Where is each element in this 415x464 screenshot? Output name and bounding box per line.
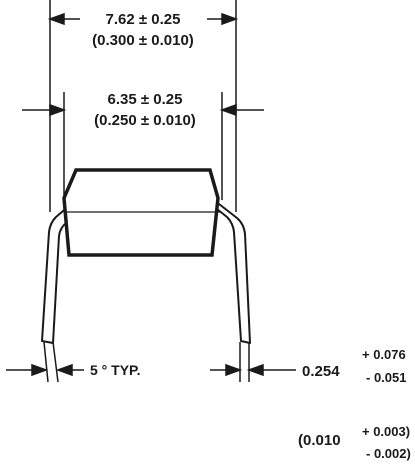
package-body [62,168,220,257]
lead-angle-arrowhead-right [55,363,73,377]
extension-line-angle-left-b [52,341,59,383]
package-leads [41,203,251,344]
body-width-arrowhead-right [219,103,237,117]
lead-thickness-metric-plus: + 0.076 [362,347,406,362]
overall-width-metric-label: 7.62 ± 0.25 [106,11,181,28]
lead-angle-label: 5 ° TYP. [90,362,140,378]
lead-thickness-imperial-minus: - 0.002) [366,446,411,461]
lead-right [211,203,251,344]
lead-thickness-metric-minus: - 0.051 [366,370,406,385]
dimension-arrows [6,12,296,377]
lead-thickness-arrowhead-right [246,363,264,377]
overall-width-imperial-label: (0.300 ± 0.010) [92,32,194,49]
overall-width-arrowhead-right [221,12,239,26]
lead-thickness-imperial-plus: + 0.003) [362,424,410,439]
lead-thickness-imperial-nominal: (0.010 [298,432,341,449]
overall-width-arrowhead-left [47,12,65,26]
lead-thickness-metric-nominal: 0.254 [302,363,340,380]
lead-angle-arrowhead-left [31,363,49,377]
body-width-metric-label: 6.35 ± 0.25 [108,91,183,108]
body-width-arrowhead-left [49,103,67,117]
extension-line-angle-left-a [43,341,49,383]
lead-left [41,204,77,344]
body-width-imperial-label: (0.250 ± 0.010) [94,112,196,129]
lead-thickness-arrowhead-left [225,363,243,377]
